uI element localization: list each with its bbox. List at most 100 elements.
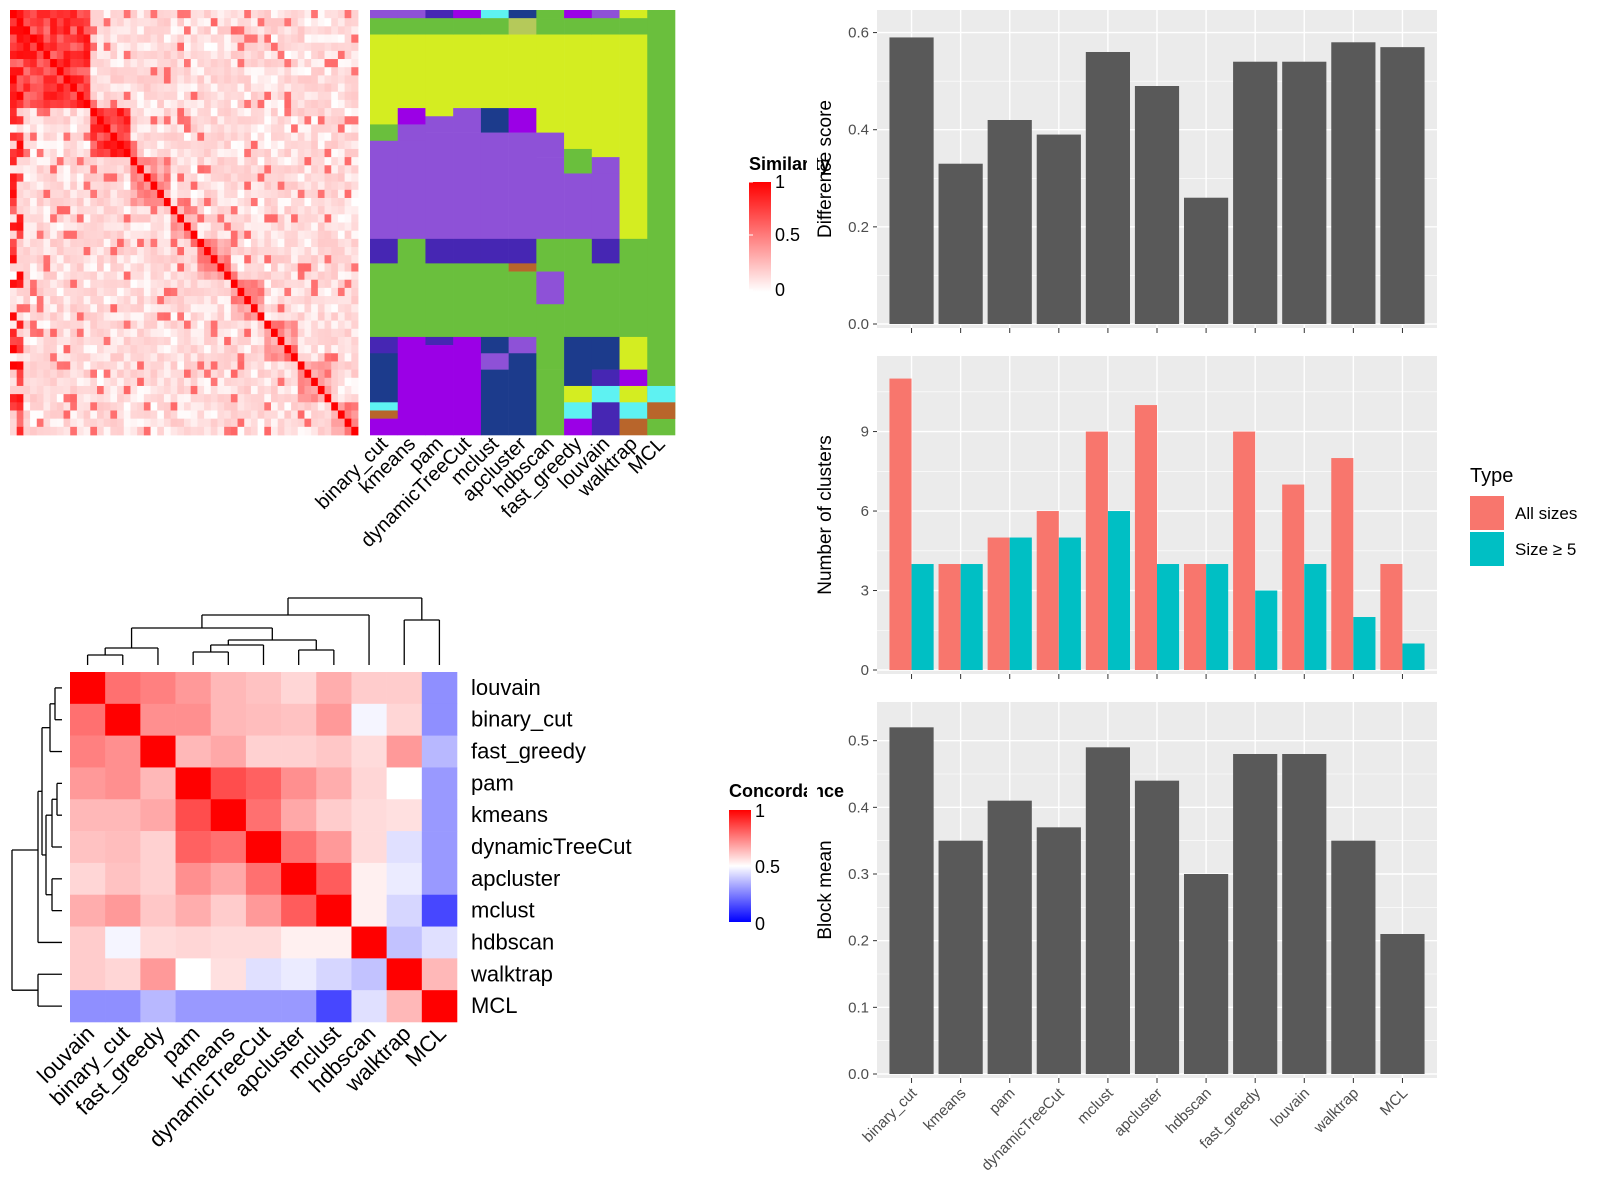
similarity-cell: [97, 18, 105, 27]
concordance-cell: [70, 672, 106, 705]
similarity-cell: [143, 50, 151, 60]
similarity-cell: [10, 238, 18, 248]
similarity-cell: [63, 42, 71, 52]
similarity-cell: [83, 197, 91, 207]
similarity-cell: [284, 369, 292, 379]
similarity-cell: [244, 279, 252, 289]
similarity-cell: [83, 189, 91, 199]
bar: [1331, 840, 1376, 1074]
similarity-cell: [184, 83, 192, 93]
similarity-cell: [337, 320, 346, 330]
similarity-cell: [204, 255, 212, 264]
similarity-cell: [304, 91, 312, 101]
concordance-cell: [175, 767, 212, 800]
similarity-cell: [297, 238, 305, 248]
similarity-cell: [143, 18, 151, 27]
similarity-cell: [337, 206, 346, 215]
similarity-cell: [317, 222, 325, 232]
similarity-cell: [117, 410, 125, 420]
similarity-cell: [43, 312, 51, 321]
similarity-cell: [150, 181, 158, 191]
similarity-cell: [217, 296, 225, 305]
similarity-cell: [331, 353, 339, 362]
similarity-cell: [224, 165, 232, 174]
similarity-cell: [230, 263, 238, 272]
similarity-cell: [244, 124, 252, 133]
similarity-cell: [177, 222, 185, 232]
bar-all-sizes: [987, 537, 1010, 670]
assignment-block: [425, 238, 454, 264]
assignment-block: [397, 336, 426, 436]
similarity-cell: [137, 279, 145, 289]
similarity-cell: [291, 83, 299, 93]
similarity-cell: [331, 361, 339, 371]
similarity-cell: [304, 148, 312, 158]
similarity-cell: [210, 312, 218, 321]
similarity-cell: [150, 394, 158, 403]
similarity-cell: [43, 418, 51, 428]
similarity-cell: [103, 263, 111, 272]
similarity-cell: [291, 377, 299, 387]
similarity-cell: [157, 222, 165, 232]
similarity-cell: [184, 418, 192, 428]
similarity-cell: [311, 255, 319, 264]
similarity-cell: [137, 238, 145, 248]
similarity-cell: [163, 173, 172, 183]
similarity-cell: [137, 34, 145, 44]
similarity-cell: [103, 173, 111, 183]
similarity-cell: [257, 418, 265, 428]
similarity-cell: [50, 42, 58, 52]
similarity-cell: [197, 279, 205, 289]
similarity-cell: [56, 353, 64, 362]
similarity-cell: [30, 83, 38, 93]
similarity-cell: [163, 91, 172, 101]
similarity-cell: [63, 271, 71, 281]
similarity-cell: [43, 238, 51, 248]
similarity-cell: [76, 402, 85, 411]
similarity-cell: [90, 320, 98, 330]
similarity-cell: [130, 418, 138, 428]
similarity-cell: [244, 50, 252, 60]
similarity-cell: [337, 336, 346, 346]
similarity-cell: [36, 18, 44, 27]
similarity-cell: [70, 353, 78, 362]
similarity-cell: [244, 377, 252, 387]
similarity-cell: [271, 67, 279, 76]
similarity-cell: [277, 263, 285, 272]
similarity-cell: [177, 304, 185, 313]
similarity-cell: [170, 328, 178, 338]
similarity-cell: [150, 75, 158, 84]
similarity-cell: [76, 418, 85, 428]
similarity-cell: [264, 336, 272, 346]
concordance-cell: [105, 958, 141, 991]
similarity-cell: [43, 361, 51, 371]
similarity-cell: [137, 410, 145, 420]
similarity-cell: [250, 377, 259, 387]
similarity-cell: [331, 34, 339, 44]
similarity-cell: [30, 304, 38, 313]
similarity-cell: [97, 426, 105, 436]
similarity-cell: [63, 10, 71, 19]
similarity-cell: [150, 26, 158, 35]
similarity-cell: [103, 26, 111, 35]
similarity-cell: [103, 165, 111, 174]
similarity-cell: [143, 148, 151, 158]
similarity-cell: [16, 91, 24, 101]
similarity-cell: [311, 410, 319, 420]
similarity-cell: [331, 320, 339, 330]
similarity-cell: [97, 296, 105, 305]
similarity-cell: [157, 148, 165, 158]
similarity-cell: [70, 361, 78, 371]
similarity-cell: [190, 197, 198, 207]
similarity-cell: [271, 394, 279, 403]
similarity-cell: [351, 75, 359, 84]
similarity-cell: [36, 197, 44, 207]
similarity-cell: [90, 157, 98, 166]
similarity-cell: [204, 426, 212, 436]
similarity-cell: [204, 132, 212, 142]
similarity-cell: [184, 124, 192, 133]
similarity-cell: [257, 140, 265, 150]
concordance-cell: [210, 862, 247, 896]
concordance-cell: [421, 958, 458, 991]
similarity-cell: [123, 83, 131, 93]
